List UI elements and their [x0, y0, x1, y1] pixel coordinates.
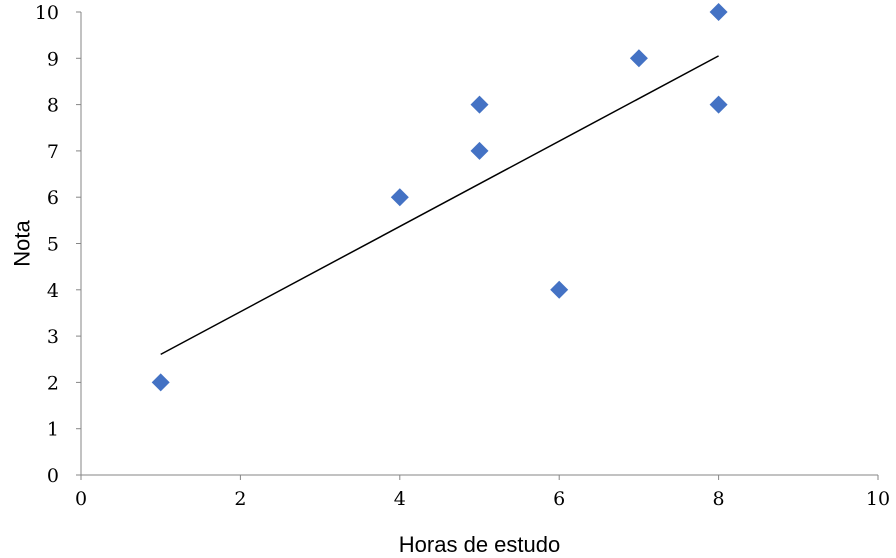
y-tick-label: 1 [47, 419, 59, 441]
trendline [160, 55, 719, 356]
y-tick-label: 2 [47, 372, 59, 394]
y-tick-label: 3 [47, 326, 59, 348]
data-point [709, 3, 728, 21]
x-tick-label: 6 [553, 488, 565, 510]
data-point [709, 95, 728, 114]
x-axis-title: Horas de estudo [399, 532, 560, 557]
y-axis-ticks: 0 1 2 3 4 5 6 7 8 9 10 [35, 2, 81, 487]
x-axis-ticks: 0 2 4 6 8 10 [75, 475, 890, 510]
x-tick-label: 4 [394, 488, 406, 510]
data-point [629, 49, 648, 68]
y-tick-label: 10 [35, 2, 59, 24]
y-axis-title: Nota [10, 220, 35, 267]
data-point [550, 280, 569, 299]
x-tick-label: 2 [234, 488, 246, 510]
y-tick-label: 7 [47, 141, 59, 163]
x-tick-label: 8 [713, 488, 725, 510]
y-tick-label: 0 [47, 465, 59, 487]
y-tick-label: 6 [47, 187, 59, 209]
x-tick-label: 0 [75, 488, 87, 510]
data-point [390, 188, 409, 207]
data-points [151, 3, 728, 392]
data-point [470, 95, 489, 114]
y-tick-label: 5 [47, 234, 59, 256]
data-point [470, 141, 489, 160]
y-tick-label: 4 [47, 280, 59, 302]
axes [80, 12, 878, 476]
data-point [151, 373, 170, 392]
y-tick-label: 9 [47, 48, 59, 70]
y-tick-label: 8 [47, 95, 59, 117]
x-tick-label: 10 [866, 488, 890, 510]
